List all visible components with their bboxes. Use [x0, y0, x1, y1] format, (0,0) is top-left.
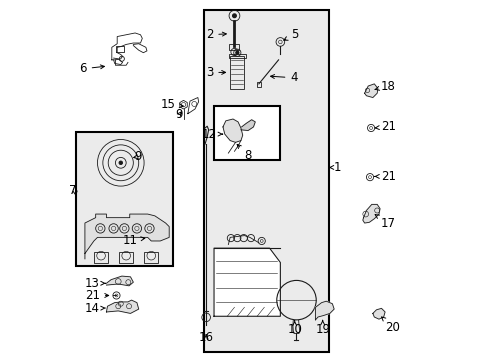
Text: 9: 9 — [175, 108, 183, 121]
Text: 2: 2 — [205, 28, 226, 41]
Text: 3: 3 — [205, 66, 225, 79]
Text: 11: 11 — [122, 234, 144, 247]
Text: 8: 8 — [237, 144, 251, 162]
Text: 20: 20 — [381, 317, 400, 333]
Text: 16: 16 — [198, 331, 213, 344]
Bar — [144, 252, 158, 263]
Polygon shape — [362, 204, 379, 223]
Text: 18: 18 — [374, 80, 395, 93]
Polygon shape — [372, 309, 384, 319]
Bar — [76, 132, 172, 266]
Circle shape — [235, 51, 238, 54]
Polygon shape — [214, 248, 280, 316]
Text: 4: 4 — [270, 71, 297, 84]
Bar — [228, 54, 245, 58]
Text: 1: 1 — [333, 161, 340, 174]
Text: 9: 9 — [133, 150, 142, 163]
Polygon shape — [106, 276, 133, 286]
Text: 21: 21 — [374, 170, 395, 183]
Polygon shape — [315, 301, 333, 320]
Text: 15: 15 — [161, 98, 183, 111]
Text: 17: 17 — [374, 215, 395, 230]
Bar — [214, 107, 280, 160]
Polygon shape — [85, 214, 169, 259]
Polygon shape — [223, 119, 242, 142]
Bar — [230, 56, 244, 89]
Text: 14: 14 — [85, 302, 105, 315]
Text: 21: 21 — [374, 121, 395, 134]
Bar — [119, 252, 132, 263]
Text: 10: 10 — [286, 321, 302, 336]
Circle shape — [119, 161, 122, 165]
Bar — [229, 44, 239, 50]
Text: 6: 6 — [79, 62, 104, 75]
Polygon shape — [241, 120, 255, 131]
Polygon shape — [106, 300, 139, 314]
Text: 12: 12 — [202, 127, 222, 141]
Bar — [204, 10, 328, 352]
Text: 7: 7 — [69, 184, 76, 197]
Text: 5: 5 — [283, 28, 298, 41]
Text: 21: 21 — [85, 289, 108, 302]
Polygon shape — [364, 84, 377, 98]
Circle shape — [232, 14, 236, 18]
Bar — [257, 82, 261, 87]
Text: 19: 19 — [315, 320, 329, 336]
Bar — [94, 252, 107, 263]
Text: 13: 13 — [85, 277, 105, 290]
